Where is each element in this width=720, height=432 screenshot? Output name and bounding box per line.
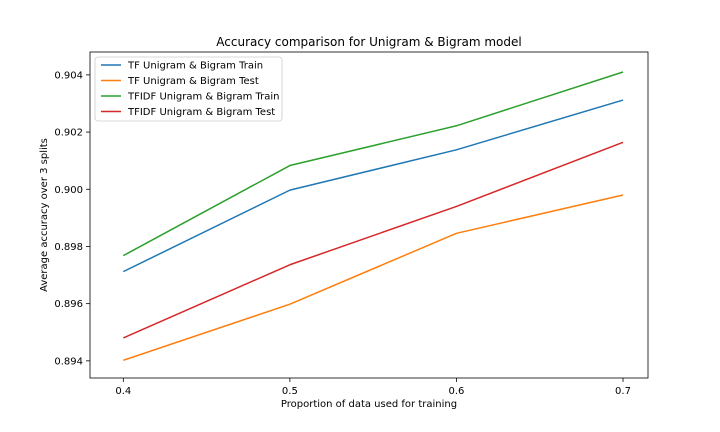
y-axis: 0.894 0.896 0.898 0.900 0.902 0.904 [54,70,90,367]
legend-label-2: TFIDF Unigram & Bigram Train [127,92,280,103]
series-line-0 [122,99,624,273]
x-tick-label: 0.6 [448,386,464,397]
chart-title: Accuracy comparison for Unigram & Bigram… [216,35,521,49]
x-tick-label: 0.4 [115,386,131,397]
legend: TF Unigram & Bigram Train TF Unigram & Bi… [94,56,283,122]
legend-label-3: TFIDF Unigram & Bigram Test [127,107,275,118]
legend-box [94,56,283,122]
y-tick-label: 0.900 [54,185,83,196]
series-line-1 [123,194,624,361]
y-tick-label: 0.896 [54,299,83,310]
series-line-3 [123,141,624,339]
y-tick-label: 0.902 [54,128,83,139]
y-tick-label: 0.894 [54,356,83,367]
y-tick-label: 0.898 [54,242,83,253]
x-tick-label: 0.7 [615,386,631,397]
x-tick-label: 0.5 [282,386,298,397]
legend-label-0: TF Unigram & Bigram Train [127,61,263,72]
plot-lines [122,71,624,361]
legend-label-1: TF Unigram & Bigram Test [127,76,259,87]
y-tick-label: 0.904 [54,70,83,81]
plot-frame [89,51,649,379]
y-axis-label: Average accuracy over 3 splits [39,138,50,292]
x-axis: 0.4 0.5 0.6 0.7 [115,378,631,397]
series-line-2 [122,71,624,257]
x-axis-label: Proportion of data used for training [281,399,457,410]
